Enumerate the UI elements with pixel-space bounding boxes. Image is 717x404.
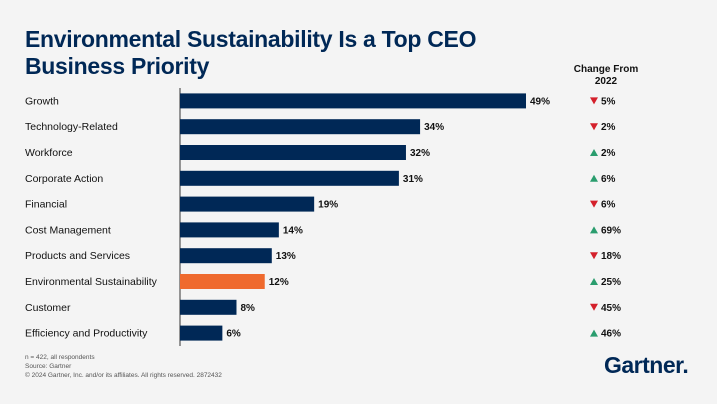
change-label: 2% bbox=[601, 148, 616, 159]
category-label: Environmental Sustainability bbox=[25, 276, 158, 288]
change-label: 6% bbox=[601, 200, 616, 211]
footnote-copyright: © 2024 Gartner, Inc. and/or its affiliat… bbox=[25, 372, 222, 379]
change-column-header: Change From 2022 bbox=[573, 64, 639, 87]
change-label: 46% bbox=[601, 329, 621, 340]
data-label: 31% bbox=[403, 174, 423, 185]
up-arrow-icon bbox=[590, 149, 598, 156]
bar bbox=[180, 93, 526, 109]
data-label: 34% bbox=[424, 122, 444, 133]
category-label: Growth bbox=[25, 95, 59, 107]
chart-title: Environmental Sustainability Is a Top CE… bbox=[25, 26, 477, 79]
bar bbox=[180, 299, 237, 315]
bar bbox=[180, 325, 223, 341]
down-arrow-icon bbox=[590, 97, 598, 105]
gartner-logo: Gartner. bbox=[604, 352, 689, 378]
bar bbox=[180, 274, 265, 289]
data-label: 49% bbox=[530, 96, 550, 107]
footnote-source: Source: Gartner bbox=[25, 363, 72, 370]
data-label: 6% bbox=[226, 329, 241, 340]
down-arrow-icon bbox=[590, 303, 598, 311]
category-label: Financial bbox=[25, 199, 67, 211]
up-arrow-icon bbox=[590, 174, 598, 182]
category-label: Efficiency and Productivity bbox=[25, 328, 148, 340]
data-label: 13% bbox=[276, 251, 296, 262]
footnote-sample: n = 422, all respondents bbox=[25, 354, 95, 361]
category-label: Cost Management bbox=[25, 224, 111, 236]
change-label: 6% bbox=[601, 174, 616, 185]
up-arrow-icon bbox=[590, 226, 598, 234]
category-label: Workforce bbox=[25, 147, 73, 159]
category-label: Technology-Related bbox=[25, 121, 118, 133]
data-label: 12% bbox=[269, 277, 289, 288]
change-label: 45% bbox=[601, 303, 621, 314]
category-label: Customer bbox=[25, 302, 71, 314]
change-label: 2% bbox=[601, 122, 616, 133]
change-label: 5% bbox=[601, 96, 616, 107]
up-arrow-icon bbox=[590, 329, 598, 337]
down-arrow-icon bbox=[590, 252, 598, 260]
change-label: 25% bbox=[601, 277, 621, 288]
footnotes: n = 422, all respondents Source: Gartner… bbox=[25, 353, 222, 380]
bar bbox=[180, 145, 406, 160]
change-label: 18% bbox=[601, 251, 621, 262]
bar bbox=[180, 196, 315, 212]
data-label: 32% bbox=[410, 148, 430, 159]
up-arrow-icon bbox=[590, 278, 598, 285]
bar bbox=[180, 222, 279, 238]
bar bbox=[180, 170, 399, 186]
category-label: Corporate Action bbox=[25, 173, 103, 185]
change-label: 69% bbox=[601, 225, 621, 236]
bar bbox=[180, 119, 421, 135]
data-label: 19% bbox=[318, 200, 338, 211]
bar bbox=[180, 248, 272, 264]
category-label: Products and Services bbox=[25, 250, 130, 262]
down-arrow-icon bbox=[590, 123, 598, 131]
data-label: 8% bbox=[240, 303, 255, 314]
down-arrow-icon bbox=[590, 200, 598, 208]
data-label: 14% bbox=[283, 225, 303, 236]
